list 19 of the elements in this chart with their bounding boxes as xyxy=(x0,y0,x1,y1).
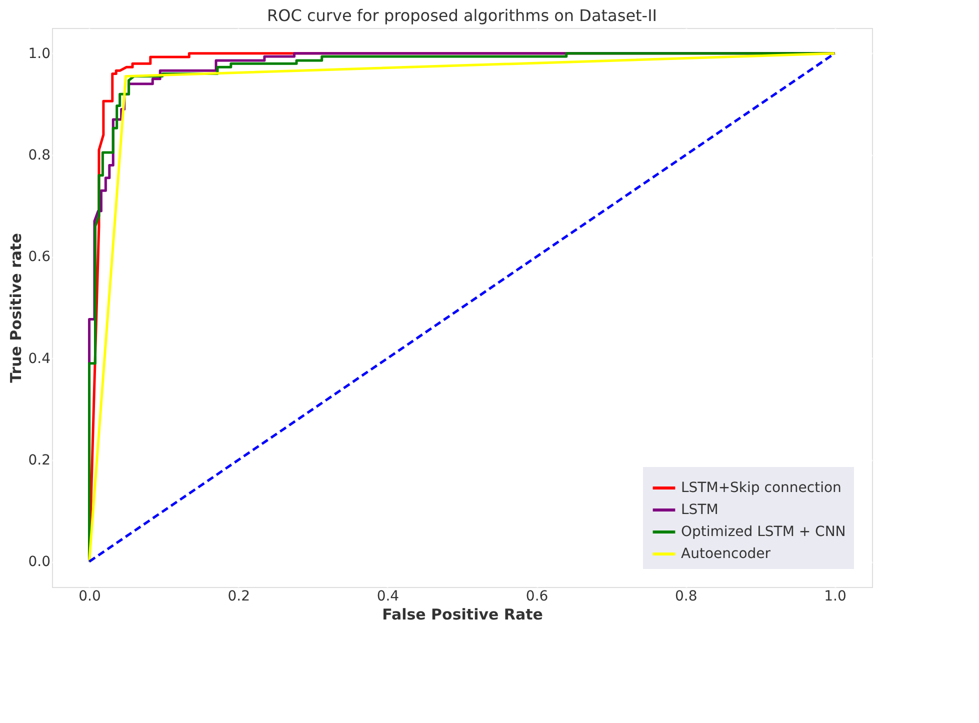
legend-label: LSTM+Skip connection xyxy=(681,480,842,496)
y-tick-label: 1.0 xyxy=(28,46,50,62)
x-axis-title: False Positive Rate xyxy=(382,606,543,624)
y-tick-label: 0.2 xyxy=(28,452,50,468)
chart-title: ROC curve for proposed algorithms on Dataset-II xyxy=(266,6,658,25)
y-tick-label: 0.8 xyxy=(28,148,50,164)
legend-label: Optimized LSTM + CNN xyxy=(681,524,846,540)
y-axis-title: True Positive rate xyxy=(7,233,26,383)
x-tick-label: 0.0 xyxy=(78,588,101,604)
y-tick-label: 0.6 xyxy=(28,249,51,266)
y-tick-label: 0.4 xyxy=(28,350,51,367)
legend-label: LSTM xyxy=(681,502,718,518)
x-tick-label: 0.6 xyxy=(526,588,548,604)
x-tick-label: 0.8 xyxy=(675,588,698,604)
x-tick-label: 1.0 xyxy=(824,588,846,604)
x-tick-label: 0.2 xyxy=(228,588,250,604)
x-tick-label: 0.4 xyxy=(376,588,400,604)
y-tick-label: 0.0 xyxy=(28,554,50,570)
legend-label: Autoencoder xyxy=(681,546,771,562)
